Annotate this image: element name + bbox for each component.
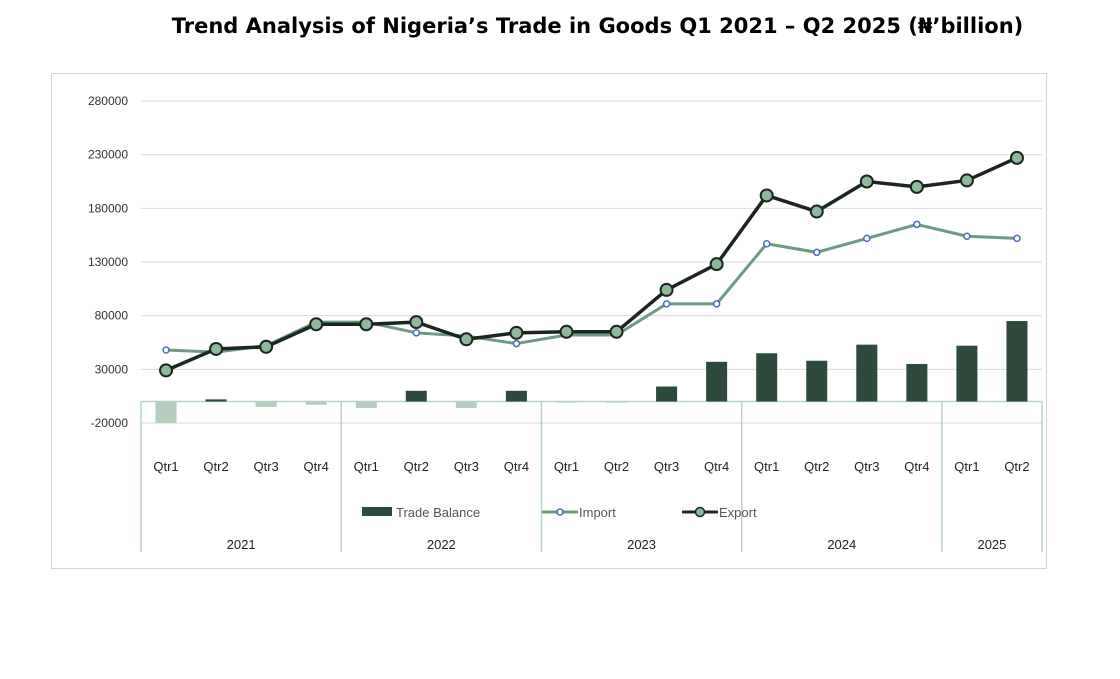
- point-export: [209, 341, 224, 356]
- y-tick-label: 80000: [95, 309, 129, 323]
- bar-trade-balance: [255, 401, 277, 407]
- category-label: Qtr3: [253, 459, 278, 474]
- bar-trade-balance: [555, 401, 577, 403]
- point-export: [309, 317, 324, 332]
- category-label: Qtr2: [804, 459, 829, 474]
- chart-area: 280000 230000 180000 130000 80000 30000 -20000…: [51, 73, 1047, 569]
- year-label-2024: 2024: [827, 537, 856, 552]
- point-export: [659, 282, 674, 297]
- point-import: [712, 300, 721, 308]
- bar-trade-balance: [155, 401, 177, 423]
- bar-trade-balance: [856, 344, 878, 402]
- point-export: [609, 324, 624, 339]
- y-tick-label: 30000: [95, 362, 129, 376]
- point-export: [509, 325, 524, 340]
- bar-trade-balance: [1006, 321, 1028, 402]
- y-tick-label: -20000: [91, 416, 129, 430]
- legend-marker-import: [556, 508, 564, 516]
- legend-label-import: Import: [579, 505, 616, 520]
- year-label-2023: 2023: [627, 537, 656, 552]
- bar-trade-balance: [405, 390, 427, 402]
- bar-trade-balance: [205, 399, 227, 402]
- y-tick-label: 280000: [88, 94, 128, 108]
- point-export: [359, 317, 374, 332]
- legend-label-export: Export: [719, 505, 757, 520]
- category-label: Qtr1: [153, 459, 178, 474]
- bar-trade-balance: [455, 401, 477, 408]
- point-export: [809, 204, 824, 219]
- category-label: Qtr3: [854, 459, 879, 474]
- category-label: Qtr1: [354, 459, 379, 474]
- year-label-2021: 2021: [227, 537, 256, 552]
- bar-trade-balance: [706, 361, 728, 402]
- y-tick-label: 130000: [88, 255, 128, 269]
- point-import: [1013, 234, 1021, 243]
- point-export: [759, 188, 774, 203]
- point-export: [909, 179, 924, 194]
- legend-swatch-trade-balance: [362, 507, 392, 516]
- category-label: Qtr2: [604, 459, 629, 474]
- point-export: [259, 339, 274, 354]
- point-import: [412, 329, 421, 337]
- category-label: Qtr4: [504, 459, 529, 474]
- legend-label-trade-balance: Trade Balance: [396, 505, 480, 520]
- bar-trade-balance: [305, 401, 327, 405]
- point-export: [559, 324, 574, 339]
- point-export: [859, 174, 874, 189]
- bar-trade-balance: [756, 353, 778, 402]
- bar-trade-balance: [806, 360, 828, 402]
- point-export: [959, 173, 974, 188]
- point-export: [409, 315, 424, 330]
- category-label: Qtr1: [754, 459, 779, 474]
- chart-svg: 280000 230000 180000 130000 80000 30000 -20000…: [88, 94, 1043, 552]
- category-label: Qtr3: [654, 459, 679, 474]
- point-import: [162, 346, 170, 354]
- category-label: Qtr2: [1004, 459, 1029, 474]
- category-label: Qtr2: [404, 459, 429, 474]
- category-label: Qtr4: [904, 459, 929, 474]
- category-label: Qtr3: [454, 459, 479, 474]
- y-tick-label: 180000: [88, 201, 128, 215]
- category-label: Qtr1: [554, 459, 579, 474]
- bar-trade-balance: [656, 386, 678, 402]
- year-label-2022: 2022: [427, 537, 456, 552]
- point-export: [159, 363, 174, 378]
- category-label: Qtr1: [954, 459, 979, 474]
- bar-trade-balance: [606, 401, 628, 403]
- point-export: [709, 257, 724, 272]
- point-import: [762, 240, 771, 248]
- y-tick-label: 230000: [88, 148, 128, 162]
- bar-trade-balance: [906, 363, 928, 402]
- category-label: Qtr2: [203, 459, 228, 474]
- point-import: [512, 339, 521, 348]
- category-label: Qtr4: [704, 459, 729, 474]
- point-import: [813, 248, 821, 257]
- legend-marker-export: [694, 506, 706, 518]
- point-import: [662, 300, 671, 308]
- bar-trade-balance: [956, 345, 978, 402]
- bar-trade-balance: [355, 401, 377, 408]
- point-export: [1009, 150, 1024, 165]
- point-import: [913, 220, 921, 229]
- line-export: [165, 156, 1018, 373]
- point-import: [963, 232, 971, 240]
- category-label: Qtr4: [304, 459, 329, 474]
- bar-trade-balance: [505, 390, 527, 402]
- year-label-2025: 2025: [977, 537, 1006, 552]
- point-import: [863, 234, 871, 243]
- point-export: [459, 332, 474, 347]
- line-import: [165, 222, 1018, 354]
- chart-title: Trend Analysis of Nigeria’s Trade in Goo…: [171, 14, 1024, 38]
